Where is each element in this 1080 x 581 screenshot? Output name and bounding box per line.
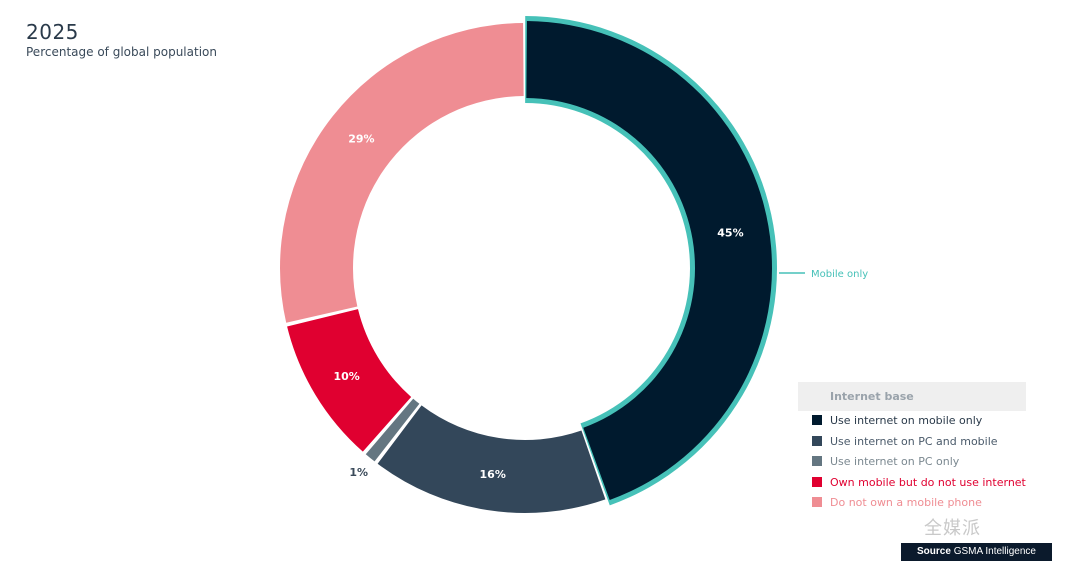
legend-title: Internet base	[798, 382, 1026, 411]
slice-use-internet-on-mobile-only-value-label: 45%	[717, 227, 743, 240]
slice-do-not-own-a-mobile-phone	[280, 23, 524, 323]
legend-item-use-internet-on-pc-only: Use internet on PC only	[812, 455, 959, 469]
slice-own-mobile-but-do-not-use-internet	[287, 309, 412, 452]
watermark: 全媒派	[924, 518, 981, 539]
legend-label: Use internet on mobile only	[830, 414, 983, 427]
legend-label: Do not own a mobile phone	[830, 496, 982, 509]
source-badge: Source GSMA Intelligence	[901, 543, 1052, 561]
legend-swatch	[812, 497, 822, 507]
slice-do-not-own-a-mobile-phone-value-label: 29%	[348, 133, 374, 146]
legend-item-use-internet-on-mobile-only: Use internet on mobile only	[812, 414, 982, 428]
source-name: GSMA Intelligence	[953, 546, 1036, 557]
legend-label: Use internet on PC and mobile	[830, 434, 998, 448]
legend-item-own-mobile-but-do-not-use-internet: Own mobile but do not use internet	[812, 476, 1026, 490]
slice-use-internet-on-pc-and-mobile-value-label: 16%	[480, 468, 506, 481]
legend-item-do-not-own-a-mobile-phone: Do not own a mobile phone	[812, 496, 982, 510]
legend-swatch	[812, 415, 822, 425]
legend-swatch	[812, 456, 822, 466]
slice-use-internet-on-pc-only	[365, 398, 420, 462]
legend-item-use-internet-on-pc-and-mobile: Use internet on PC and mobile	[812, 435, 998, 449]
legend-label: Own mobile but do not use internet	[830, 475, 1026, 489]
chart-title: 2025	[26, 20, 79, 44]
legend-swatch	[812, 476, 822, 487]
slice-use-internet-on-pc-only-value-label: 1%	[349, 466, 368, 479]
legend-swatch	[812, 435, 822, 446]
legend-label: Use internet on PC only	[830, 455, 960, 468]
slice-use-internet-on-mobile-only	[526, 21, 773, 501]
slice-own-mobile-but-do-not-use-internet-value-label: 10%	[333, 370, 359, 383]
source-prefix: Source	[917, 546, 951, 557]
annotation-label: Mobile only	[811, 269, 868, 280]
chart-subtitle: Percentage of global population	[26, 45, 217, 59]
legend: Internet base Use internet on mobile onl…	[798, 382, 1026, 514]
slice-use-internet-on-pc-and-mobile	[377, 405, 606, 513]
